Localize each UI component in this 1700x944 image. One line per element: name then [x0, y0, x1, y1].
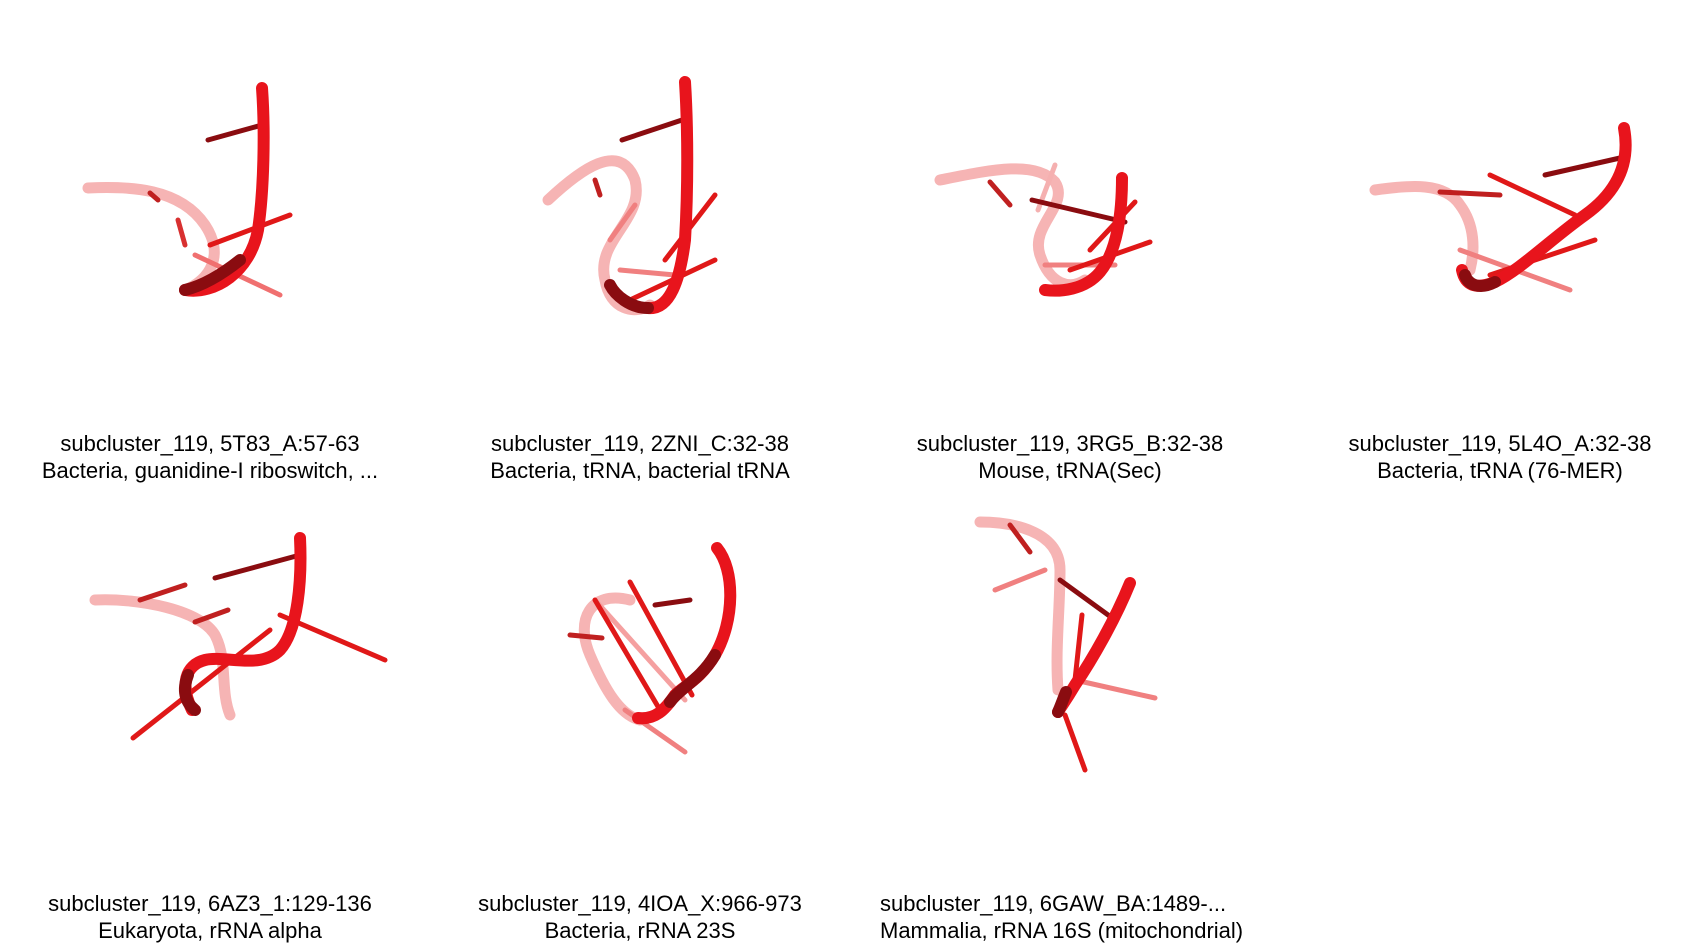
panel-title: subcluster_119, 2ZNI_C:32-38	[491, 431, 789, 456]
rna-structure-3RG5	[934, 162, 1153, 297]
panel-caption: subcluster_119, 6AZ3_1:129-136 Eukaryota…	[0, 890, 420, 944]
structure-panel-2ZNI: subcluster_119, 2ZNI_C:32-38 Bacteria, t…	[430, 10, 850, 483]
panel-caption: subcluster_119, 6GAW_BA:1489-... Mammali…	[880, 890, 1300, 944]
panel-title: subcluster_119, 3RG5_B:32-38	[916, 431, 1224, 456]
panel-subtitle: Mouse, tRNA(Sec)	[978, 458, 1162, 483]
structure-panel-6AZ3: subcluster_119, 6AZ3_1:129-136 Eukaryota…	[0, 470, 420, 943]
panel-subtitle: Bacteria, tRNA, bacterial tRNA	[490, 458, 790, 483]
structure-panel-4IOA: subcluster_119, 4IOA_X:966-973 Bacteria,…	[430, 470, 850, 943]
panel-title: subcluster_119, 5L4O_A:32-38	[1348, 431, 1652, 456]
panel-caption: subcluster_119, 2ZNI_C:32-38 Bacteria, t…	[430, 430, 850, 484]
rna-structure-5L4O	[1369, 122, 1632, 293]
rna-structure-2ZNI	[542, 76, 718, 316]
panel-subtitle: Eukaryota, rRNA alpha	[98, 918, 322, 943]
panel-caption: subcluster_119, 4IOA_X:966-973 Bacteria,…	[430, 890, 850, 944]
structure-panel-5T83: subcluster_119, 5T83_A:57-63 Bacteria, g…	[0, 10, 420, 483]
panel-subtitle: Bacteria, guanidine-I riboswitch, ...	[41, 458, 379, 483]
panel-title: subcluster_119, 4IOA_X:966-973	[478, 891, 802, 916]
panel-title: subcluster_119, 6AZ3_1:129-136	[48, 891, 372, 916]
panel-title: subcluster_119, 6GAW_BA:1489-...	[880, 891, 1227, 916]
panel-subtitle: Mammalia, rRNA 16S (mitochondrial)	[880, 918, 1244, 943]
rna-structure-6GAW	[974, 516, 1158, 773]
rna-structure-4IOA	[567, 542, 737, 755]
panel-subtitle: Bacteria, rRNA 23S	[544, 918, 736, 943]
panel-caption: subcluster_119, 3RG5_B:32-38 Mouse, tRNA…	[860, 430, 1280, 484]
rna-structure-6AZ3	[89, 532, 388, 741]
panel-caption: subcluster_119, 5T83_A:57-63 Bacteria, g…	[0, 430, 420, 484]
panel-subtitle: Bacteria, tRNA (76-MER)	[1377, 458, 1623, 483]
structure-panel-6GAW: subcluster_119, 6GAW_BA:1489-... Mammali…	[860, 470, 1280, 943]
panel-caption: subcluster_119, 5L4O_A:32-38 Bacteria, t…	[1290, 430, 1700, 484]
rna-structure-5T83	[82, 82, 293, 298]
structure-panel-5L4O: subcluster_119, 5L4O_A:32-38 Bacteria, t…	[1290, 10, 1700, 483]
panel-title: subcluster_119, 5T83_A:57-63	[60, 431, 360, 456]
structure-panel-3RG5: subcluster_119, 3RG5_B:32-38 Mouse, tRNA…	[860, 10, 1280, 483]
